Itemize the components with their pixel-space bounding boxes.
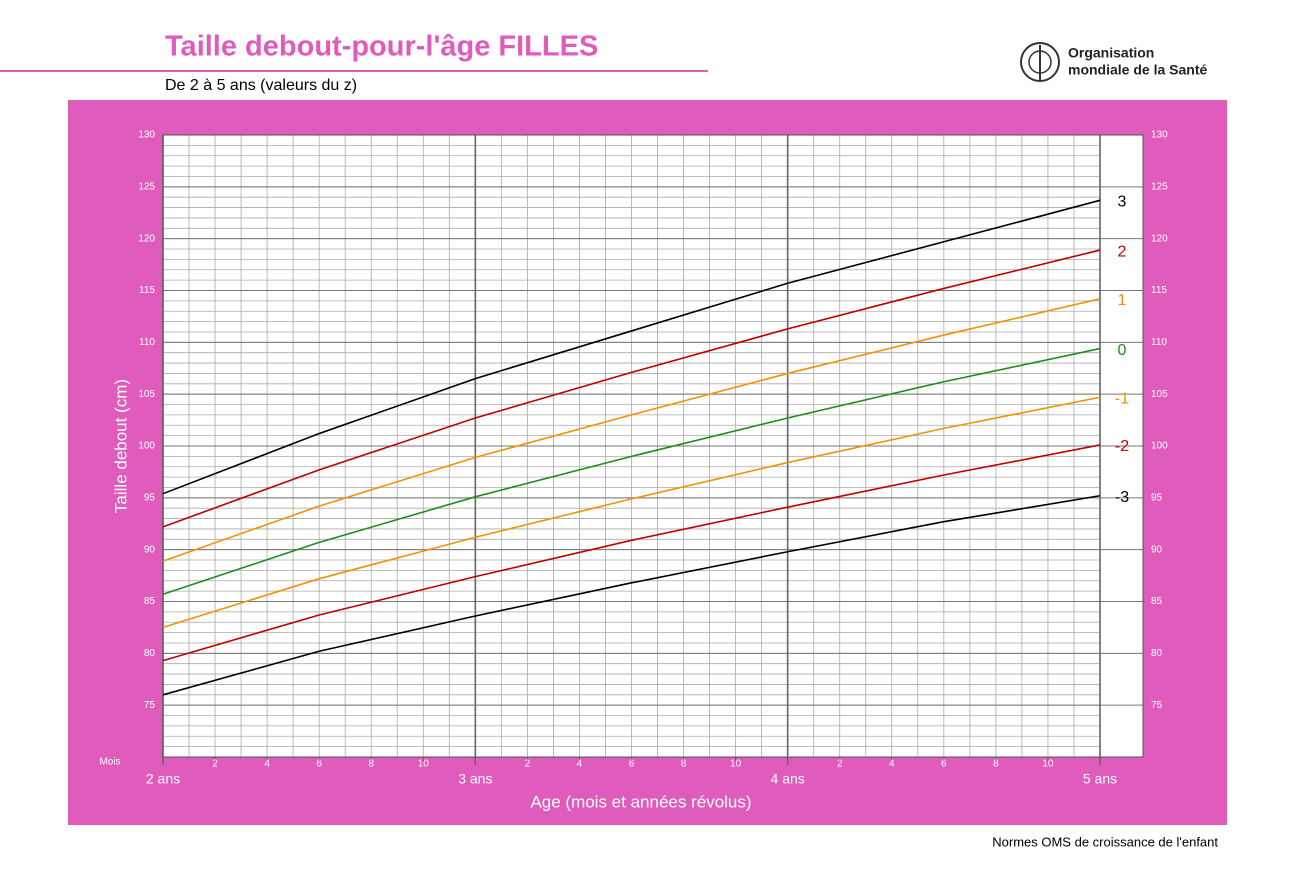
x-minor-tick-label: 2 [525,759,531,770]
series-label: 3 [1118,194,1127,211]
y-axis-title: Taille debout (cm) [111,379,130,513]
logo-text: mondiale de la Santé [1068,62,1207,78]
x-minor-tick-label: 8 [681,759,687,770]
footer: Normes OMS de croissance de l'enfant [992,834,1218,849]
x-minor-tick-label: 6 [316,759,322,770]
x-minor-tick-label: 8 [368,759,374,770]
x-tick-label: 5 ans [1083,771,1117,787]
series-label: 0 [1118,342,1127,359]
x-minor-tick-label: 10 [730,759,742,770]
y-tick-label: 130 [138,130,155,141]
series-line [162,396,1101,629]
x-minor-tick-label: 4 [577,759,583,770]
y-tick-label: 115 [139,285,155,296]
x-minor-tick-label: 6 [629,759,635,770]
y-tick-label: 120 [138,233,155,244]
y-tick-label: 75 [1151,700,1163,711]
y-tick-label: 125 [1151,181,1168,192]
x-tick-label: 2 ans [146,771,180,787]
x-tick-label: 3 ans [458,771,492,787]
chart-title: Taille debout-pour-l'âge FILLES [165,31,598,63]
y-tick-label: 85 [144,596,156,607]
series-label: -3 [1115,489,1129,506]
y-tick-label: 75 [144,700,156,711]
x-minor-tick-label: 2 [212,759,218,770]
logo: Organisation mondiale de la Santé [1020,42,1207,82]
y-tick-label: 130 [1151,130,1168,141]
y-tick-label: 90 [1151,544,1163,555]
y-tick-label: 95 [144,492,156,503]
logo-text: Organisation [1068,45,1154,61]
series-line [162,298,1101,562]
x-axis-title: Age (mois et années révolus) [530,792,751,811]
x-minor-tick-label: 10 [1042,759,1054,770]
series-line [162,444,1101,662]
x-minor-tick-label: 2 [837,759,843,770]
plot-border [162,134,1144,758]
series-label: 2 [1118,243,1127,260]
y-tick-label: 95 [1151,492,1163,503]
series-label: -2 [1115,438,1129,455]
y-tick-label: 120 [1151,233,1168,244]
y-tick-label: 105 [1151,389,1168,400]
x-minor-tick-label: 8 [993,759,999,770]
x-minor-tick-label: 4 [264,759,270,770]
series-line [162,494,1101,696]
y-tick-label: 125 [138,181,155,192]
subtitle: De 2 à 5 ans (valeurs du z) [165,77,357,94]
x-minor-tick-label: 6 [941,759,947,770]
series-label: -1 [1115,390,1129,407]
y-tick-label: 115 [1151,285,1167,296]
y-tick-label: 90 [144,544,156,555]
x-tick-label: 4 ans [771,771,805,787]
series-line [162,199,1101,495]
series-label: 1 [1118,292,1127,309]
y-tick-label: 80 [144,648,156,659]
y-tick-label: 110 [1151,337,1167,348]
series-line [162,249,1101,528]
y-tick-label: 80 [1151,648,1163,659]
x-minor-tick-label: 10 [418,759,430,770]
y-tick-label: 110 [139,337,155,348]
y-tick-label: 100 [138,441,155,452]
y-tick-label: 100 [1151,441,1168,452]
logo-emblem [1020,42,1060,82]
x-minor-tick-label: 4 [889,759,895,770]
y-tick-label: 85 [1151,596,1163,607]
y-tick-label: 105 [138,389,155,400]
x-unit-label: Mois [99,757,120,768]
series-line [162,347,1101,596]
